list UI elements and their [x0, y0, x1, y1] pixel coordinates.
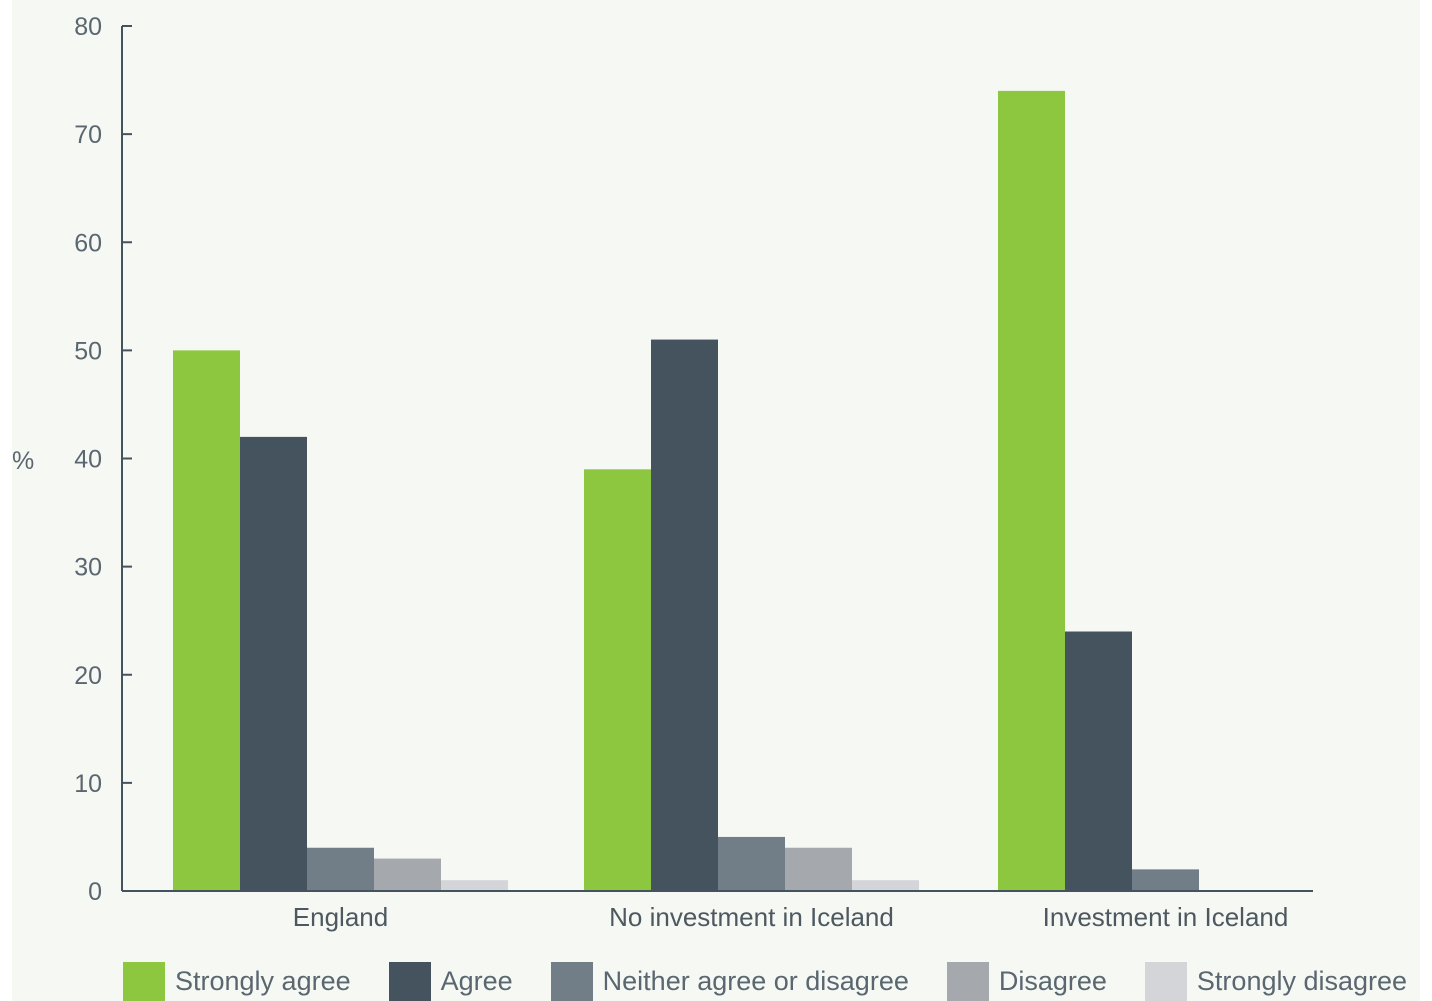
y-axis-label: %	[12, 447, 34, 475]
bar	[374, 858, 441, 891]
y-tick-label: 10	[74, 770, 102, 798]
legend-label: Agree	[440, 966, 513, 996]
legend-label: Neither agree or disagree	[602, 966, 909, 996]
bar	[998, 90, 1065, 891]
bar-chart: 0 10 20 30 40 50 60 70 80% England No investment i…	[12, 13, 1313, 932]
x-category-label: No investment in Iceland	[609, 902, 894, 932]
legend-swatch	[1144, 962, 1187, 1001]
y-tick-label: 50	[74, 337, 102, 365]
legend-item: Strongly disagree	[1144, 962, 1408, 1001]
y-tick-label: 40	[74, 446, 102, 474]
y-tick-label: 30	[74, 554, 102, 582]
bar	[307, 847, 374, 891]
bar	[441, 880, 508, 891]
bar	[718, 836, 785, 891]
y-tick-label: 20	[74, 662, 102, 690]
legend-label: Strongly disagree	[1196, 966, 1408, 996]
bar	[651, 339, 718, 891]
bar	[584, 469, 651, 891]
chart-area: 0 10 20 30 40 50 60 70 80% England No investment i…	[12, 0, 1420, 1001]
y-tick-label: 70	[74, 121, 102, 149]
bar	[173, 350, 240, 891]
legend-swatch	[123, 962, 165, 1001]
bar	[852, 880, 919, 891]
legend-swatch	[388, 962, 431, 1001]
legend-item: Strongly agree	[123, 962, 351, 1001]
legend-item: Disagree	[946, 962, 1107, 1001]
bar	[240, 436, 307, 891]
x-category-label: England	[293, 902, 388, 932]
bar	[1065, 631, 1132, 891]
x-category-label: Investment in Iceland	[1043, 902, 1289, 932]
legend-swatch	[946, 962, 989, 1001]
legend-label: Strongly agree	[175, 966, 351, 996]
legend-label: Disagree	[998, 966, 1107, 996]
bar	[785, 847, 852, 891]
legend-swatch	[550, 962, 593, 1001]
legend-item: Agree	[388, 962, 513, 1001]
legend-item: Neither agree or disagree	[550, 962, 909, 1001]
y-tick-label: 80	[74, 13, 102, 41]
y-tick-label: 60	[74, 229, 102, 257]
bar	[1132, 869, 1199, 891]
legend: Strongly agree Agree Neither agree or disa…	[123, 962, 1407, 1001]
y-tick-label: 0	[88, 878, 102, 906]
